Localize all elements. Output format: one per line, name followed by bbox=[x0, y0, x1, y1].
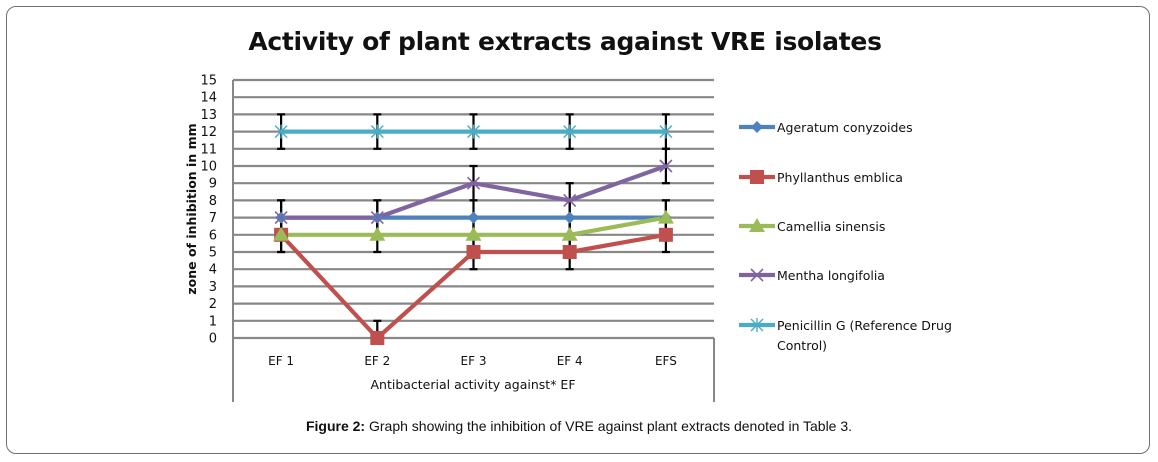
y-tick-label: 14 bbox=[200, 91, 217, 106]
y-tick-label: 7 bbox=[209, 211, 217, 226]
legend: Ageratum conyzoides Phyllanthus emblica Ca… bbox=[739, 120, 952, 353]
data-point bbox=[563, 124, 577, 139]
y-tick-label: 3 bbox=[209, 280, 217, 295]
series-markers bbox=[273, 124, 674, 345]
data-point bbox=[659, 159, 673, 173]
legend-label: Mentha longifolia bbox=[777, 268, 885, 283]
x-tick-label: EF 1 bbox=[268, 354, 294, 368]
data-point bbox=[465, 226, 482, 241]
legend-item: Mentha longifolia bbox=[739, 268, 885, 283]
data-point bbox=[274, 124, 288, 139]
data-point bbox=[658, 227, 673, 242]
data-point bbox=[562, 245, 577, 259]
data-point bbox=[467, 124, 480, 139]
axes bbox=[232, 80, 715, 402]
data-point bbox=[369, 226, 386, 241]
y-tick-label: 9 bbox=[209, 177, 217, 192]
legend-marker bbox=[750, 318, 764, 332]
figure-caption: Figure 2: Graph showing the inhibition o… bbox=[0, 418, 1158, 434]
caption-text: Graph showing the inhibition of VRE agai… bbox=[365, 418, 853, 434]
y-axis-label: zone of inhibition in mm bbox=[184, 123, 199, 294]
legend-label: Control) bbox=[777, 338, 827, 353]
legend-item: Camellia sinensis bbox=[739, 218, 885, 234]
y-tick-label: 15 bbox=[200, 74, 217, 89]
y-tick-label: 13 bbox=[200, 108, 217, 123]
data-point bbox=[370, 124, 384, 139]
legend-label: Camellia sinensis bbox=[777, 219, 885, 234]
legend-item: Penicillin G (Reference Drug Control) bbox=[739, 318, 952, 353]
y-tick-label: 10 bbox=[200, 160, 217, 175]
y-tick-label: 5 bbox=[209, 246, 217, 261]
y-tick-label: 6 bbox=[209, 228, 217, 243]
legend-label: Penicillin G (Reference Drug bbox=[777, 318, 952, 333]
caption-label: Figure 2: bbox=[305, 418, 366, 434]
x-tick-labels: EF 1 EF 2 EF 3 EF 4 EFS bbox=[268, 354, 677, 368]
y-tick-label: 11 bbox=[200, 142, 217, 157]
legend-marker bbox=[750, 170, 764, 184]
y-tick-label: 8 bbox=[209, 194, 217, 209]
data-point bbox=[657, 209, 674, 224]
data-point bbox=[467, 211, 480, 224]
data-point bbox=[466, 176, 481, 190]
data-point bbox=[370, 331, 385, 345]
legend-item: Phyllanthus emblica bbox=[739, 170, 903, 185]
x-tick-label: EF 2 bbox=[364, 354, 390, 368]
data-point bbox=[370, 211, 384, 225]
x-axis-label: Antibacterial activity against* EF bbox=[370, 377, 575, 392]
data-point bbox=[563, 211, 576, 224]
y-tick-label: 2 bbox=[209, 297, 217, 312]
legend-marker bbox=[749, 218, 765, 232]
y-tick-label: 1 bbox=[209, 314, 217, 329]
legend-label: Ageratum conyzoides bbox=[777, 120, 913, 135]
data-point bbox=[659, 124, 673, 139]
x-tick-label: EF 4 bbox=[557, 354, 583, 368]
data-point bbox=[466, 245, 481, 259]
data-point bbox=[273, 226, 290, 241]
legend-marker bbox=[750, 268, 764, 282]
figure-frame bbox=[6, 6, 1150, 454]
data-point bbox=[274, 211, 288, 225]
data-point bbox=[561, 226, 578, 241]
legend-marker bbox=[751, 121, 763, 133]
x-tick-label: EF 3 bbox=[461, 354, 487, 368]
data-point bbox=[563, 193, 577, 207]
y-tick-label: 4 bbox=[209, 263, 217, 278]
y-tick-label: 12 bbox=[200, 125, 217, 140]
chart-title: Activity of plant extracts against VRE i… bbox=[248, 27, 882, 56]
y-tick-label: 0 bbox=[209, 332, 217, 347]
x-tick-label: EFS bbox=[655, 354, 677, 368]
legend-label: Phyllanthus emblica bbox=[777, 170, 903, 185]
legend-item: Ageratum conyzoides bbox=[739, 120, 913, 135]
